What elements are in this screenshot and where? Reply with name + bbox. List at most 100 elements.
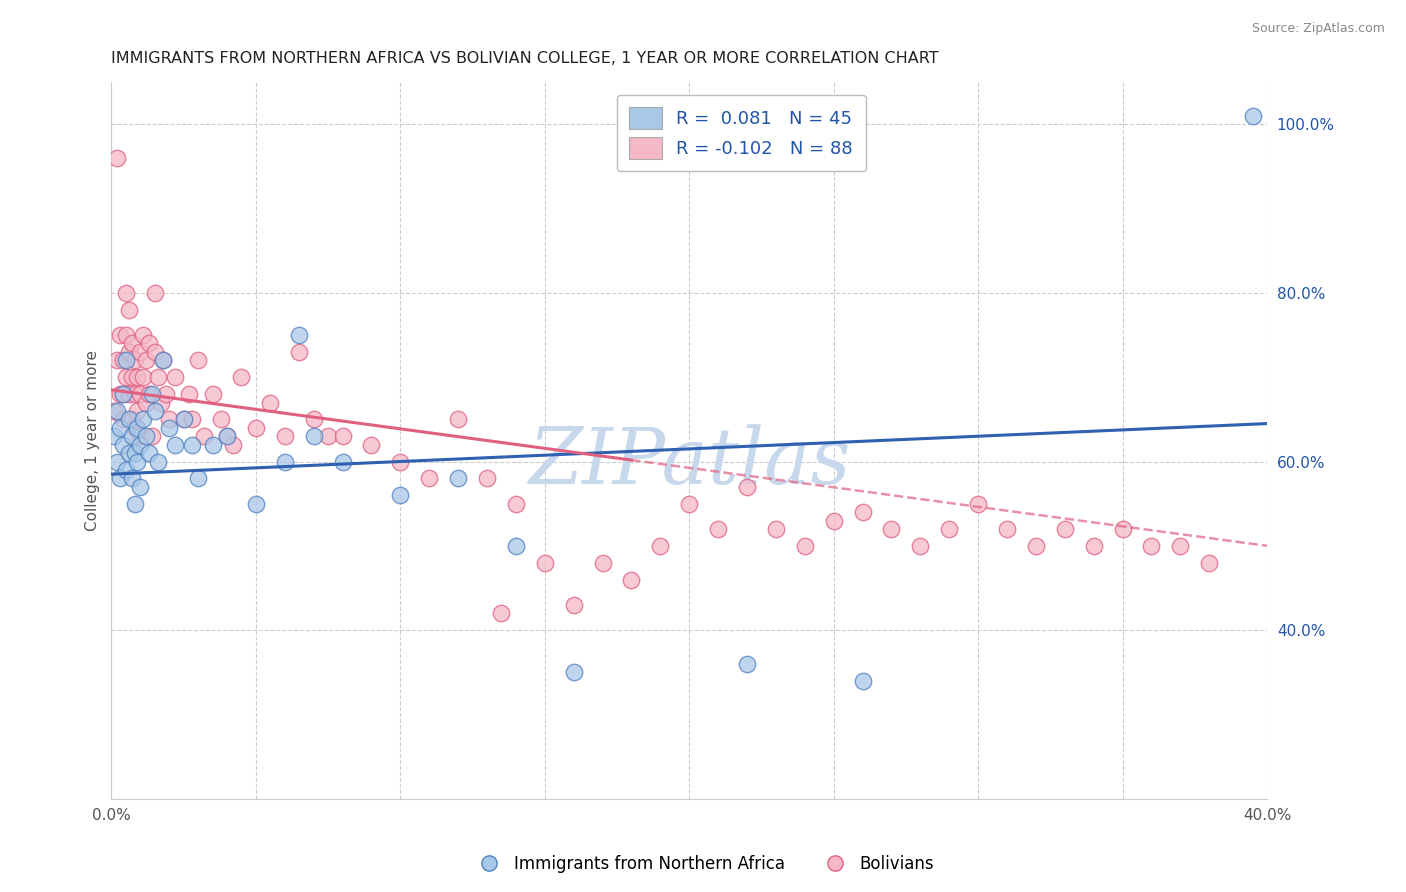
Point	[135, 429, 157, 443]
Legend: R =  0.081   N = 45, R = -0.102   N = 88: R = 0.081 N = 45, R = -0.102 N = 88	[617, 95, 866, 171]
Point	[173, 412, 195, 426]
Point	[187, 353, 209, 368]
Point	[173, 412, 195, 426]
Point	[152, 353, 174, 368]
Y-axis label: College, 1 year or more: College, 1 year or more	[86, 350, 100, 531]
Point	[245, 421, 267, 435]
Point	[152, 353, 174, 368]
Point	[143, 404, 166, 418]
Point	[108, 471, 131, 485]
Point	[118, 387, 141, 401]
Point	[124, 421, 146, 435]
Point	[735, 657, 758, 671]
Point	[259, 395, 281, 409]
Point	[132, 412, 155, 426]
Point	[141, 387, 163, 401]
Point	[111, 437, 134, 451]
Point	[274, 454, 297, 468]
Point	[121, 471, 143, 485]
Point	[129, 480, 152, 494]
Point	[1140, 539, 1163, 553]
Point	[360, 437, 382, 451]
Point	[1111, 522, 1133, 536]
Point	[1053, 522, 1076, 536]
Point	[111, 412, 134, 426]
Point	[108, 328, 131, 343]
Point	[302, 412, 325, 426]
Point	[201, 387, 224, 401]
Point	[103, 429, 125, 443]
Point	[124, 497, 146, 511]
Point	[389, 488, 412, 502]
Point	[115, 285, 138, 300]
Point	[163, 437, 186, 451]
Point	[135, 353, 157, 368]
Point	[209, 412, 232, 426]
Point	[851, 505, 873, 519]
Point	[938, 522, 960, 536]
Point	[193, 429, 215, 443]
Point	[389, 454, 412, 468]
Point	[115, 463, 138, 477]
Point	[129, 387, 152, 401]
Point	[115, 370, 138, 384]
Point	[121, 429, 143, 443]
Point	[132, 370, 155, 384]
Point	[127, 404, 149, 418]
Point	[115, 328, 138, 343]
Point	[793, 539, 815, 553]
Point	[288, 328, 311, 343]
Point	[149, 395, 172, 409]
Point	[505, 497, 527, 511]
Point	[222, 437, 245, 451]
Point	[163, 370, 186, 384]
Point	[505, 539, 527, 553]
Point	[1170, 539, 1192, 553]
Legend: Immigrants from Northern Africa, Bolivians: Immigrants from Northern Africa, Bolivia…	[465, 848, 941, 880]
Point	[316, 429, 339, 443]
Point	[157, 412, 180, 426]
Point	[491, 607, 513, 621]
Point	[215, 429, 238, 443]
Point	[179, 387, 201, 401]
Point	[562, 665, 585, 680]
Point	[118, 412, 141, 426]
Point	[181, 412, 204, 426]
Point	[910, 539, 932, 553]
Point	[105, 151, 128, 165]
Point	[111, 353, 134, 368]
Point	[138, 336, 160, 351]
Point	[707, 522, 730, 536]
Point	[1241, 109, 1264, 123]
Point	[215, 429, 238, 443]
Point	[141, 429, 163, 443]
Point	[108, 421, 131, 435]
Point	[880, 522, 903, 536]
Point	[138, 446, 160, 460]
Point	[735, 480, 758, 494]
Point	[129, 429, 152, 443]
Point	[105, 404, 128, 418]
Point	[302, 429, 325, 443]
Point	[475, 471, 498, 485]
Point	[108, 387, 131, 401]
Point	[418, 471, 440, 485]
Point	[620, 573, 643, 587]
Point	[105, 454, 128, 468]
Point	[105, 353, 128, 368]
Point	[115, 353, 138, 368]
Point	[143, 345, 166, 359]
Point	[181, 437, 204, 451]
Point	[1198, 556, 1220, 570]
Point	[118, 446, 141, 460]
Point	[533, 556, 555, 570]
Point	[135, 395, 157, 409]
Point	[127, 421, 149, 435]
Point	[562, 598, 585, 612]
Point	[765, 522, 787, 536]
Point	[146, 454, 169, 468]
Point	[678, 497, 700, 511]
Text: IMMIGRANTS FROM NORTHERN AFRICA VS BOLIVIAN COLLEGE, 1 YEAR OR MORE CORRELATION : IMMIGRANTS FROM NORTHERN AFRICA VS BOLIV…	[111, 51, 939, 66]
Point	[332, 454, 354, 468]
Point	[121, 370, 143, 384]
